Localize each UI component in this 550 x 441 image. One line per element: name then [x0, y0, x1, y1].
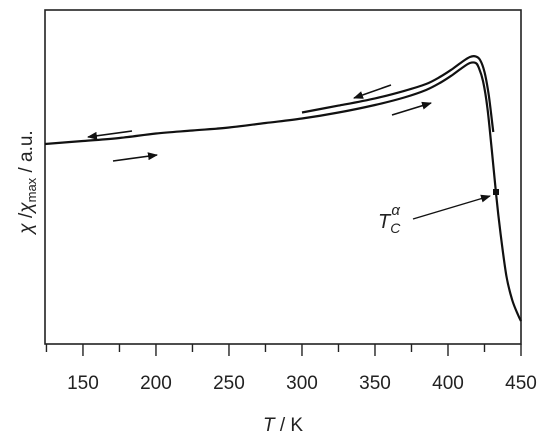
- x-tick-label-350: 350: [359, 373, 391, 394]
- tc-label-sup: α: [391, 202, 400, 219]
- tc-label-main: T: [378, 211, 392, 233]
- heating-arrow-right: [391, 101, 432, 116]
- x-axis-title: T / K: [263, 415, 303, 436]
- tc-annotation: TCα: [378, 189, 499, 236]
- y-axis-title: χ /χmax / a.u.: [16, 130, 39, 235]
- x-tick-label-150: 150: [67, 373, 99, 394]
- cooling-arrow-left: [87, 130, 133, 140]
- plot-frame: [44, 9, 522, 345]
- heating-arrow-left: [112, 152, 158, 162]
- x-tick-label-200: 200: [140, 373, 172, 394]
- cooling-arrow-right: [353, 84, 392, 99]
- series-heating: [44, 61, 522, 322]
- tc-label-sub: C: [390, 220, 401, 236]
- x-tick-label-450: 450: [505, 373, 537, 394]
- series-cooling: [301, 55, 495, 133]
- tc-marker: [493, 189, 499, 195]
- x-tick-label-400: 400: [432, 373, 464, 394]
- x-tick-label-250: 250: [213, 373, 245, 394]
- series-layer: [44, 55, 522, 322]
- x-axis-ticks: 150 200 250 300 350 400 450: [45, 344, 537, 394]
- tc-arrow: [412, 194, 491, 220]
- x-tick-label-300: 300: [286, 373, 318, 394]
- svg-text:TCα: TCα: [378, 202, 401, 236]
